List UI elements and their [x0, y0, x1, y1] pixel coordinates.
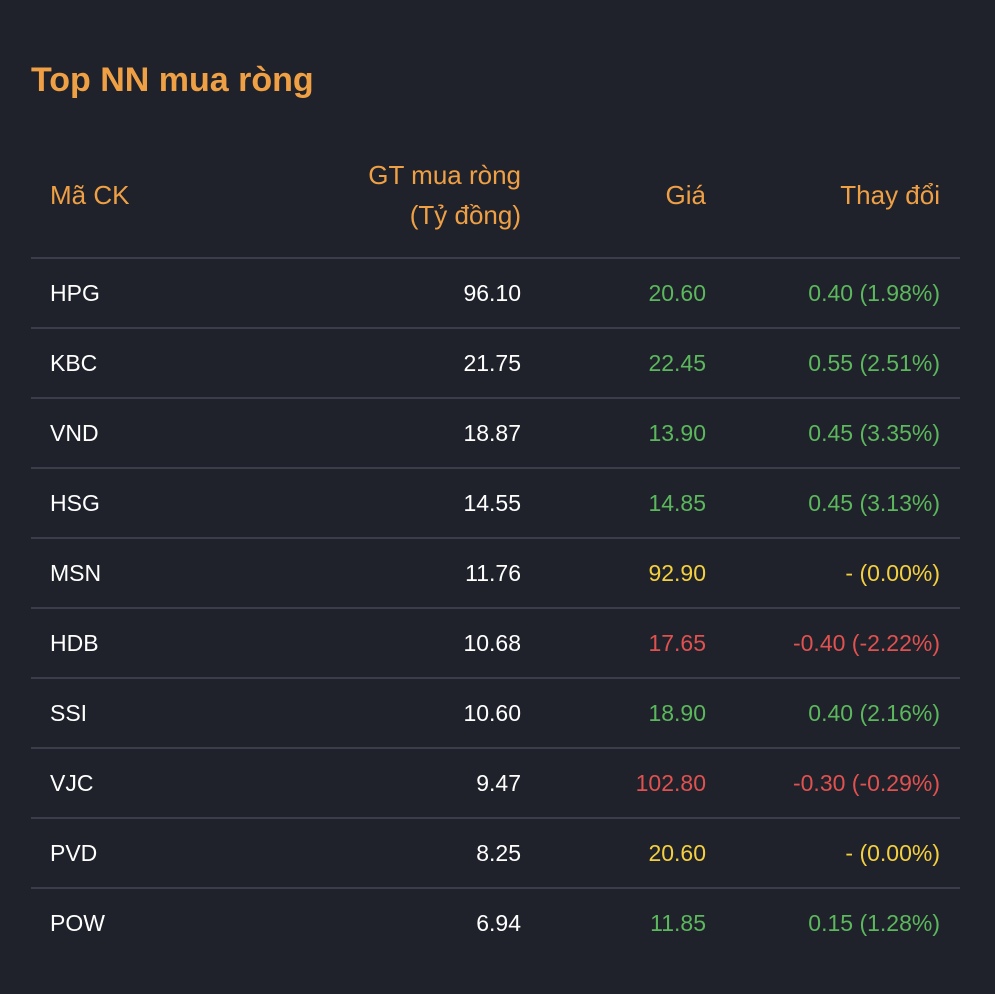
table-row[interactable]: HDB 10.68 17.65 -0.40 (-2.22%) [31, 609, 960, 679]
column-header-net-value-line2: (Tỷ đồng) [409, 200, 521, 230]
net-value-cell: 8.25 [476, 840, 521, 866]
change-cell: 0.45 (3.13%) [808, 490, 940, 516]
price-cell: 18.90 [648, 700, 706, 726]
change-cell: - (0.00%) [845, 840, 940, 866]
net-value-cell: 6.94 [476, 910, 521, 936]
net-value-cell: 18.87 [463, 420, 521, 446]
symbol-cell[interactable]: HSG [50, 490, 100, 516]
change-cell: 0.40 (1.98%) [808, 280, 940, 306]
foreign-net-buy-table: Mã CK GT mua ròng (Tỷ đồng) Giá Thay đổi… [31, 140, 960, 957]
price-cell: 92.90 [648, 560, 706, 586]
price-cell: 102.80 [635, 770, 706, 796]
change-cell: 0.40 (2.16%) [808, 700, 940, 726]
column-header-price[interactable]: Giá [665, 180, 706, 210]
column-header-change[interactable]: Thay đổi [840, 180, 940, 210]
table-row[interactable]: VND 18.87 13.90 0.45 (3.35%) [31, 399, 960, 469]
table-body: HPG 96.10 20.60 0.40 (1.98%) KBC 21.75 2… [31, 259, 960, 957]
table-row[interactable]: MSN 11.76 92.90 - (0.00%) [31, 539, 960, 609]
symbol-cell[interactable]: MSN [50, 560, 102, 586]
change-cell: -0.30 (-0.29%) [792, 770, 940, 796]
change-cell: - (0.00%) [845, 560, 940, 586]
symbol-cell[interactable]: KBC [50, 350, 98, 376]
net-value-cell: 21.75 [463, 350, 521, 376]
price-cell: 20.60 [648, 280, 706, 306]
change-cell: -0.40 (-2.22%) [792, 630, 940, 656]
price-cell: 14.85 [648, 490, 706, 516]
net-value-cell: 14.55 [463, 490, 521, 516]
table-row[interactable]: SSI 10.60 18.90 0.40 (2.16%) [31, 679, 960, 749]
net-value-cell: 10.60 [463, 700, 521, 726]
page-title: Top NN mua ròng [31, 61, 314, 99]
symbol-cell[interactable]: VND [50, 420, 99, 446]
table-row[interactable]: POW 6.94 11.85 0.15 (1.28%) [31, 889, 960, 957]
symbol-cell[interactable]: HPG [50, 280, 100, 306]
table-row[interactable]: HPG 96.10 20.60 0.40 (1.98%) [31, 259, 960, 329]
table-row[interactable]: HSG 14.55 14.85 0.45 (3.13%) [31, 469, 960, 539]
net-value-cell: 10.68 [463, 630, 521, 656]
price-cell: 22.45 [648, 350, 706, 376]
column-header-symbol[interactable]: Mã CK [50, 180, 130, 210]
table-header: Mã CK GT mua ròng (Tỷ đồng) Giá Thay đổi [31, 140, 960, 259]
change-cell: 0.55 (2.51%) [808, 350, 940, 376]
table-row[interactable]: VJC 9.47 102.80 -0.30 (-0.29%) [31, 749, 960, 819]
symbol-cell[interactable]: SSI [50, 700, 88, 726]
net-value-cell: 9.47 [476, 770, 521, 796]
price-cell: 11.85 [650, 910, 706, 936]
symbol-cell[interactable]: POW [50, 910, 105, 936]
table-row[interactable]: KBC 21.75 22.45 0.55 (2.51%) [31, 329, 960, 399]
net-value-cell: 96.10 [463, 280, 521, 306]
change-cell: 0.45 (3.35%) [808, 420, 940, 446]
price-cell: 17.65 [648, 630, 706, 656]
price-cell: 20.60 [648, 840, 706, 866]
symbol-cell[interactable]: VJC [50, 770, 94, 796]
column-header-net-value-line1: GT mua ròng [368, 160, 521, 190]
table-row[interactable]: PVD 8.25 20.60 - (0.00%) [31, 819, 960, 889]
symbol-cell[interactable]: PVD [50, 840, 98, 866]
net-value-cell: 11.76 [465, 560, 521, 586]
column-header-net-value[interactable]: GT mua ròng (Tỷ đồng) [368, 155, 521, 235]
change-cell: 0.15 (1.28%) [808, 910, 940, 936]
symbol-cell[interactable]: HDB [50, 630, 99, 656]
price-cell: 13.90 [648, 420, 706, 446]
